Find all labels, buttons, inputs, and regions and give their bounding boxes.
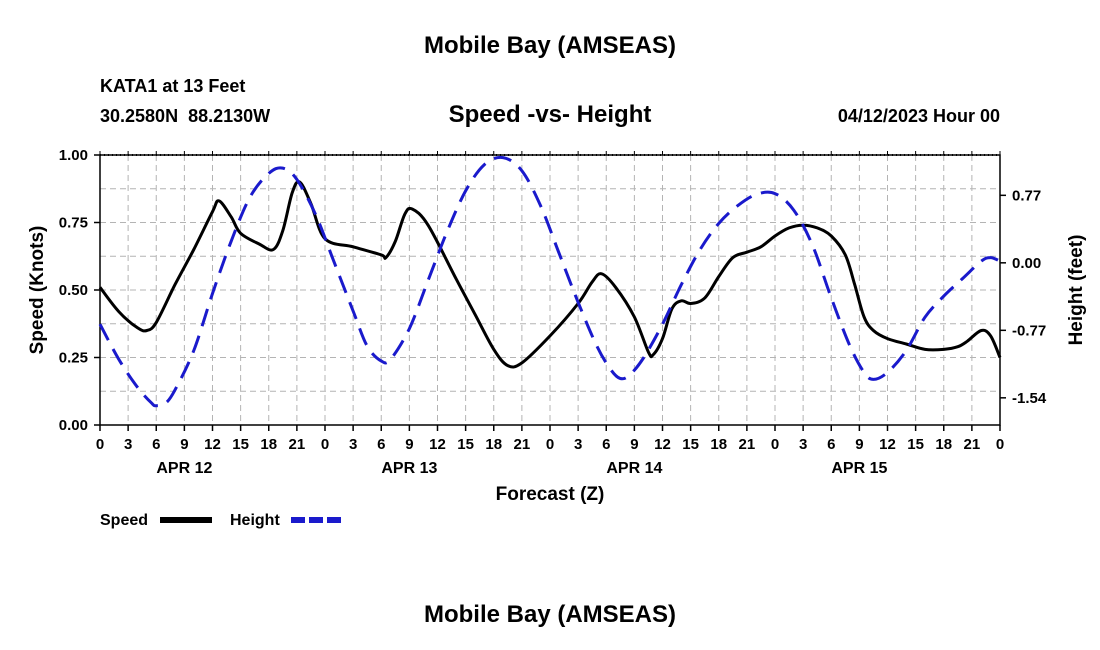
x-tick-label: 3 [799,436,807,453]
x-tick-label: 9 [855,436,863,453]
x-tick-label: 0 [96,436,104,453]
x-tick-label: 9 [180,436,188,453]
x-tick-label: 21 [514,436,531,453]
day-label: APR 14 [606,460,662,477]
x-tick-label: 18 [935,436,952,453]
y2-tick-label: -0.77 [1012,322,1046,339]
x-tick-label: 12 [654,436,671,453]
x-tick-label: 3 [124,436,132,453]
x-tick-label: 0 [996,436,1004,453]
x-tick-label: 18 [710,436,727,453]
x-tick-label: 9 [630,436,638,453]
x-tick-label: 21 [964,436,981,453]
coordinates-label: 30.2580N 88.2130W [100,106,271,126]
y-tick-label: 0.00 [59,417,88,434]
y-tick-label: 0.75 [59,215,88,232]
y-tick-label: 1.00 [59,147,88,164]
x-tick-label: 12 [879,436,896,453]
x-tick-label: 21 [739,436,756,453]
y-tick-label: 0.25 [59,350,88,367]
chart-title: Speed -vs- Height [448,101,652,128]
y2-tick-label: -1.54 [1012,390,1047,407]
x-tick-label: 6 [377,436,385,453]
series-line-height [98,155,1001,408]
x-tick-label: 15 [682,436,699,453]
x-tick-label: 21 [289,436,306,453]
x-tick-label: 0 [771,436,779,453]
x-tick-label: 18 [485,436,502,453]
x-tick-label: 6 [827,436,835,453]
y2-tick-label: 0.00 [1012,255,1041,272]
legend-speed-label: Speed [100,512,148,529]
y2-tick-label: 0.77 [1012,187,1041,204]
y-axis-title: Speed (Knots) [27,226,48,355]
x-tick-label: 12 [204,436,221,453]
x-tick-label: 3 [574,436,582,453]
x-tick-label: 15 [232,436,249,453]
day-label: APR 15 [831,460,887,477]
x-tick-label: 9 [405,436,413,453]
x-tick-label: 12 [429,436,446,453]
series-line-speed [98,180,1002,369]
x-tick-label: 6 [602,436,610,453]
y-tick-label: 0.50 [59,282,88,299]
page-title-top: Mobile Bay (AMSEAS) [423,32,677,59]
x-tick-label: 18 [260,436,277,453]
day-label: APR 12 [156,460,212,477]
day-label: APR 13 [381,460,437,477]
x-tick-label: 3 [349,436,357,453]
x-tick-label: 15 [907,436,924,453]
x-tick-label: 0 [546,436,554,453]
page-title-bottom: Mobile Bay (AMSEAS) [423,601,677,628]
x-tick-label: 6 [152,436,160,453]
date-label: 04/12/2023 Hour 00 [837,106,1000,126]
x-tick-label: 0 [321,436,329,453]
x-axis-title: Forecast (Z) [496,484,605,505]
legend-height-label: Height [230,512,280,529]
x-tick-label: 15 [457,436,474,453]
station-label: KATA1 at 13 Feet [100,76,246,96]
y2-axis-title: Height (feet) [1066,235,1087,346]
